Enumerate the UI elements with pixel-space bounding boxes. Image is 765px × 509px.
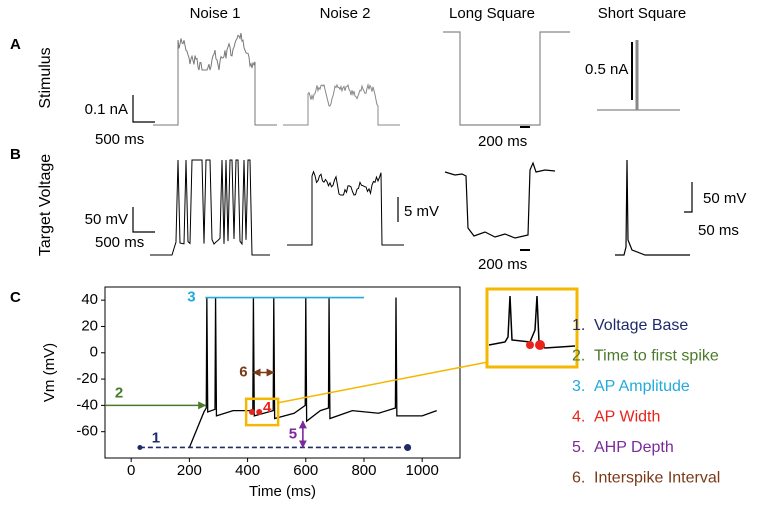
zoom-connector [277, 361, 489, 404]
legend-text: AP Width [594, 409, 660, 426]
scale-label: 50 mV [85, 211, 128, 228]
annotation-label: 4 [263, 399, 272, 416]
annotation-end [137, 444, 143, 450]
x-tick-label: 0 [127, 462, 135, 479]
long-square-voltage [444, 161, 556, 239]
x-tick-label: 200 [177, 462, 202, 479]
legend-text: Interspike Interval [594, 470, 720, 487]
scale-label: 0.1 nA [85, 101, 128, 118]
column-title: Noise 1 [190, 5, 241, 22]
y-tick-label: 0 [90, 344, 98, 361]
legend-number: 2. [572, 348, 585, 365]
scale-label: 50 mV [703, 190, 746, 207]
annotation-point [256, 408, 263, 415]
annotation-point [248, 408, 255, 415]
plot-frame [104, 286, 461, 459]
x-tick-label: 600 [293, 462, 318, 479]
vm-trace [188, 297, 437, 448]
legend-text: Time to first spike [594, 348, 719, 365]
x-axis-label: Time (ms) [249, 483, 316, 500]
column-title: Long Square [449, 5, 535, 22]
annotation-label: 6 [239, 363, 247, 380]
legend-number: 1. [572, 317, 585, 334]
scale-label: 200 ms [478, 133, 527, 150]
x-tick-label: 800 [351, 462, 376, 479]
noise-spike-voltage [150, 159, 270, 256]
scale-label: 500 ms [95, 131, 144, 148]
legend-text: AP Amplitude [594, 378, 690, 395]
scale-label: 50 ms [698, 222, 739, 239]
y-tick-label: -40 [76, 396, 98, 413]
zoom-marker [535, 340, 545, 350]
scale-label: 200 ms [478, 256, 527, 273]
noise-stimulus [283, 83, 400, 126]
scale-label: 0.5 nA [585, 61, 628, 78]
legend-number: 3. [572, 378, 585, 395]
annotation-label: 1 [152, 429, 160, 446]
y-tick-label: -20 [76, 370, 98, 387]
y-tick-label: 20 [81, 317, 98, 334]
x-tick-label: 400 [235, 462, 260, 479]
y-axis-label: Vm (mV) [41, 343, 58, 402]
panel-label: C [10, 289, 21, 306]
legend-number: 5. [572, 439, 585, 456]
annotation-label: 5 [289, 425, 297, 442]
annotation-label: 3 [187, 288, 195, 305]
noise-voltage [287, 170, 404, 246]
column-title: Noise 2 [320, 5, 371, 22]
annotation-label: 2 [115, 384, 123, 401]
legend-number: 4. [572, 409, 585, 426]
scale-label: 5 mV [404, 203, 439, 220]
scale-label: 500 ms [95, 234, 144, 251]
legend-text: AHP Depth [594, 439, 674, 456]
column-title: Short Square [598, 5, 686, 22]
short-square-voltage [615, 159, 690, 256]
panel-label: A [10, 36, 21, 53]
legend-number: 6. [572, 470, 585, 487]
y-tick-label: 40 [81, 291, 98, 308]
x-tick-label: 1000 [405, 462, 438, 479]
panel-label: B [10, 146, 21, 163]
y-tick-label: -60 [76, 423, 98, 440]
annotation-end [404, 443, 412, 451]
zoom-box [485, 287, 579, 369]
scale-bar [132, 207, 155, 233]
row-label: Target Voltage [37, 154, 54, 256]
row-label: Stimulus [37, 47, 54, 108]
long-square-stimulus [443, 31, 570, 126]
zoom-marker [526, 341, 534, 349]
scale-bar [132, 95, 155, 123]
zoom-box [244, 397, 280, 427]
legend-text: Voltage Base [594, 317, 688, 334]
scale-bar [684, 182, 693, 213]
noise-stimulus [153, 32, 277, 126]
